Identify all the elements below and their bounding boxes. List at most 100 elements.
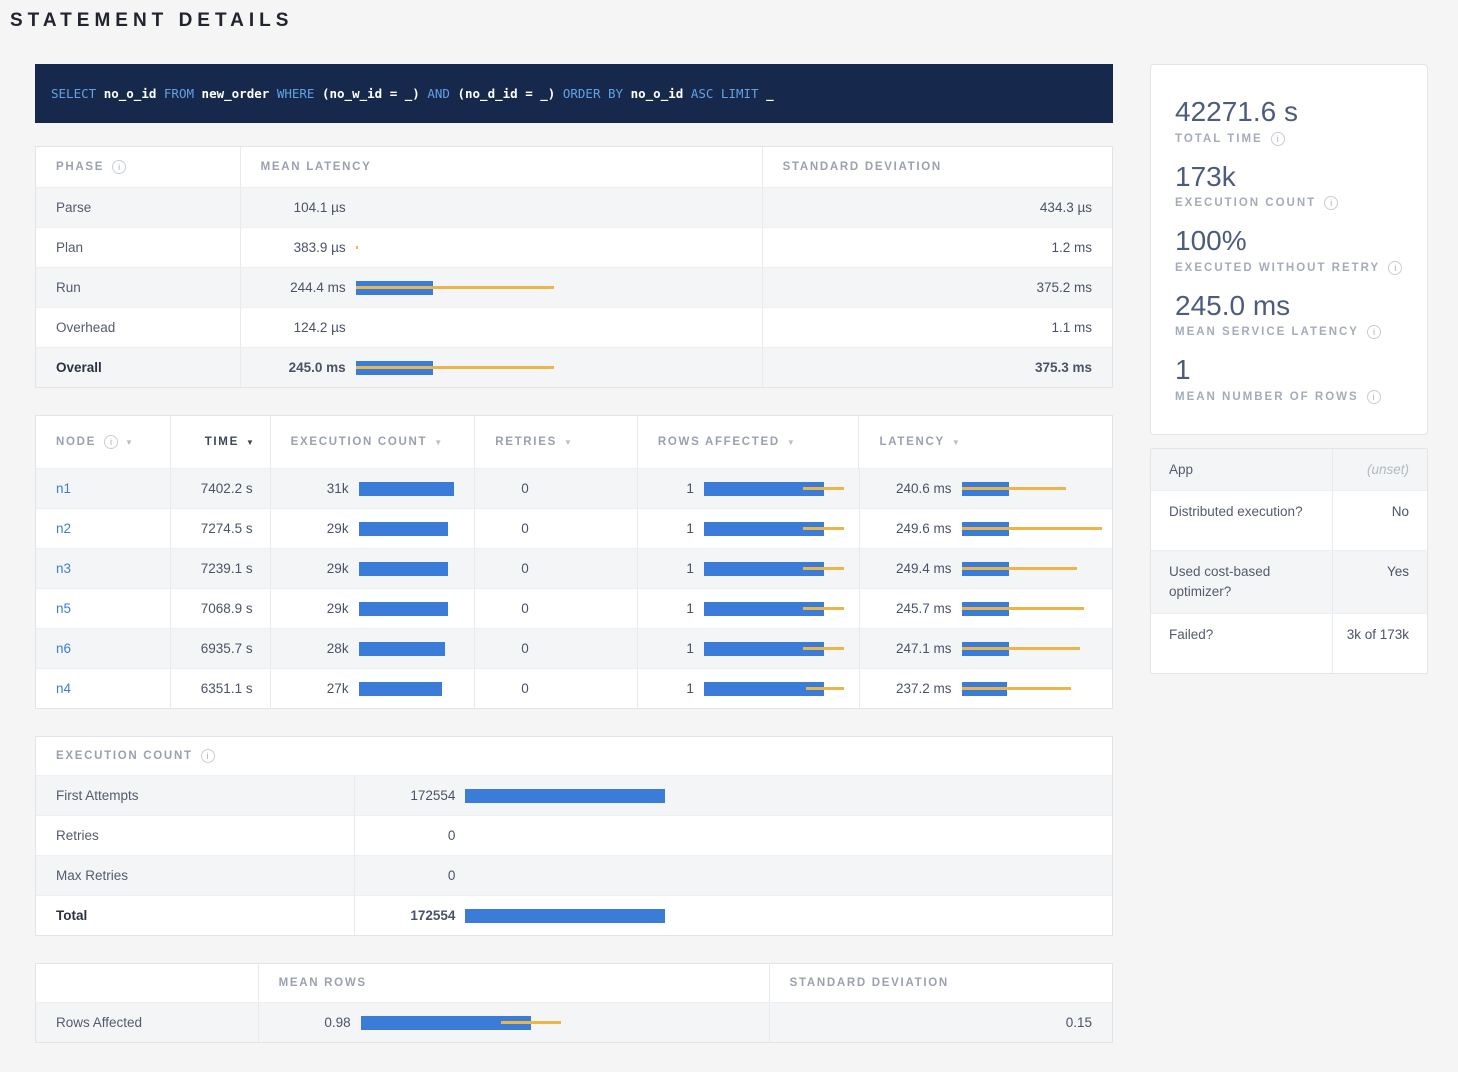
detail-label: Used cost-based optimizer? xyxy=(1151,551,1333,613)
count-cell: 172554 xyxy=(355,776,1112,815)
stddev-line xyxy=(802,527,844,530)
detail-label: Failed? xyxy=(1151,613,1333,673)
stddev-line xyxy=(961,687,1071,690)
execution-count-cell: 29k xyxy=(271,589,476,628)
table-header-row: NODE i ▼ TIME ▼ EXECUTION COUNT ▼ RETRIES ▼ ROWS … xyxy=(36,416,1112,468)
column-header-exec[interactable]: EXECUTION COUNT ▼ xyxy=(271,416,476,468)
node-link[interactable]: n4 xyxy=(56,681,72,696)
statement-details-page: STATEMENT DETAILS SELECT no_o_id FROM ne… xyxy=(0,10,1458,1070)
node-link[interactable]: n2 xyxy=(56,521,72,536)
info-icon[interactable]: i xyxy=(1366,325,1381,340)
stddev-line xyxy=(500,1021,561,1024)
column-header-mean-latency: MEAN LATENCY xyxy=(241,147,763,187)
table-row: Retries 0 xyxy=(36,815,1112,855)
info-icon[interactable]: i xyxy=(1388,260,1403,275)
cell-value: 249.4 ms xyxy=(895,561,952,576)
mean-bar xyxy=(465,788,666,803)
stddev-line xyxy=(961,527,1102,530)
detail-value: 3k of 173k xyxy=(1346,626,1409,642)
sql-keyword: SELECT xyxy=(51,85,97,101)
summary-stat: 100% EXECUTED WITHOUT RETRY i xyxy=(1175,224,1403,275)
table-row: Overhead 124.2 µs 1.1 ms xyxy=(36,307,1112,347)
node-cell: n6 xyxy=(36,629,171,668)
table-row: n2 7274.5 s 29k 0 1 249.6 ms xyxy=(36,508,1112,548)
cell-value: 1 xyxy=(686,681,694,696)
content-area: SELECT no_o_id FROM new_order WHERE (no_… xyxy=(0,64,1458,1070)
attempt-type-cell: Max Retries xyxy=(36,856,356,895)
stddev-bar-chart xyxy=(358,641,454,656)
cell-value: 28k xyxy=(326,641,349,656)
attempt-type-cell: First Attempts xyxy=(36,776,356,815)
sql-identifier: no_o_id xyxy=(103,85,157,101)
rows-affected-cell: 1 xyxy=(638,589,860,628)
attempt-type-cell: Retries xyxy=(36,816,356,855)
stddev-bar-chart xyxy=(358,561,454,576)
rows-affected-cell: 1 xyxy=(638,549,860,588)
table-row: Total 172554 xyxy=(36,895,1112,935)
rows-affected-cell: 1 xyxy=(638,509,860,548)
statement-details-panel: App (unset) Distributed execution? No Us… xyxy=(1150,447,1428,674)
table-row: First Attempts 172554 xyxy=(36,775,1112,815)
info-icon[interactable]: i xyxy=(1324,196,1339,211)
node-link[interactable]: n3 xyxy=(56,561,72,576)
stddev-bar-chart xyxy=(358,681,454,696)
phase-cell: Parse xyxy=(36,188,241,227)
cell-value: 1 xyxy=(686,561,694,576)
retries-cell: 0 xyxy=(475,589,638,628)
stat-value: 173k xyxy=(1175,160,1236,192)
stat-label: TOTAL TIME i xyxy=(1175,131,1403,146)
retries-cell: 0 xyxy=(475,549,638,588)
info-icon[interactable]: i xyxy=(200,749,215,763)
column-header-retries[interactable]: RETRIES ▼ xyxy=(475,416,638,468)
node-link[interactable]: n6 xyxy=(56,641,72,656)
retries-cell: 0 xyxy=(475,629,638,668)
cell-value: 29k xyxy=(326,601,349,616)
cell-value: 247.1 ms xyxy=(895,641,952,656)
info-icon[interactable]: i xyxy=(1366,389,1381,404)
page-title: STATEMENT DETAILS xyxy=(10,10,294,31)
time-cell: 7402.2 s xyxy=(171,469,271,508)
phase-latency-table: PHASE i MEAN LATENCY STANDARD DEVIATION P… xyxy=(35,146,1113,388)
stddev-line xyxy=(355,366,554,369)
mean-bar xyxy=(703,601,824,616)
cell-value: 0 xyxy=(447,828,456,843)
sort-arrow-icon: ▼ xyxy=(245,437,256,447)
time-cell: 7068.9 s xyxy=(171,589,271,628)
sql-keyword: FROM xyxy=(163,85,195,101)
cell-value: 31k xyxy=(326,481,349,496)
summary-stat: 1 MEAN NUMBER OF ROWS i xyxy=(1175,353,1403,404)
stddev-bar-chart xyxy=(703,641,844,656)
stat-value: 42271.6 s xyxy=(1175,96,1298,127)
table-row: Run 244.4 ms 375.2 ms xyxy=(36,267,1112,307)
detail-row: Distributed execution? No xyxy=(1151,490,1427,551)
table-row: Overall 245.0 ms 375.3 ms xyxy=(36,347,1112,387)
node-link[interactable]: n5 xyxy=(56,601,72,616)
info-icon[interactable]: i xyxy=(104,435,119,449)
info-icon[interactable]: i xyxy=(112,160,127,174)
column-header-latency[interactable]: LATENCY ▼ xyxy=(879,436,962,448)
mean-bar xyxy=(703,681,824,696)
column-header-standard-deviation: STANDARD DEVIATION xyxy=(782,161,942,173)
cell-value: 104.1 µs xyxy=(293,200,346,215)
time-cell: 7274.5 s xyxy=(171,509,271,548)
execution-count-cell: 29k xyxy=(271,549,476,588)
sql-keyword: WHERE xyxy=(276,85,315,101)
mean-bar xyxy=(703,561,824,576)
node-cell: n3 xyxy=(36,549,171,588)
retries-cell: 0 xyxy=(475,669,638,708)
stddev-line xyxy=(961,567,1077,570)
node-link[interactable]: n1 xyxy=(56,481,72,496)
cell-value: 29k xyxy=(326,561,349,576)
mean-latency-cell: 124.2 µs xyxy=(241,308,763,347)
column-header-node[interactable]: NODE i ▼ xyxy=(36,416,171,468)
column-header-time[interactable]: TIME ▼ xyxy=(171,416,271,468)
cell-value: 240.6 ms xyxy=(895,481,952,496)
cell-value: 124.2 µs xyxy=(293,320,346,335)
info-icon[interactable]: i xyxy=(1270,131,1285,146)
stddev-bar-chart xyxy=(703,521,844,536)
cell-value: 245.0 ms xyxy=(288,360,346,375)
count-cell: 0 xyxy=(355,816,1112,855)
mean-bar xyxy=(465,908,666,923)
sql-identifier: new_order xyxy=(201,85,270,101)
column-header-rows[interactable]: ROWS AFFECTED ▼ xyxy=(638,416,860,468)
